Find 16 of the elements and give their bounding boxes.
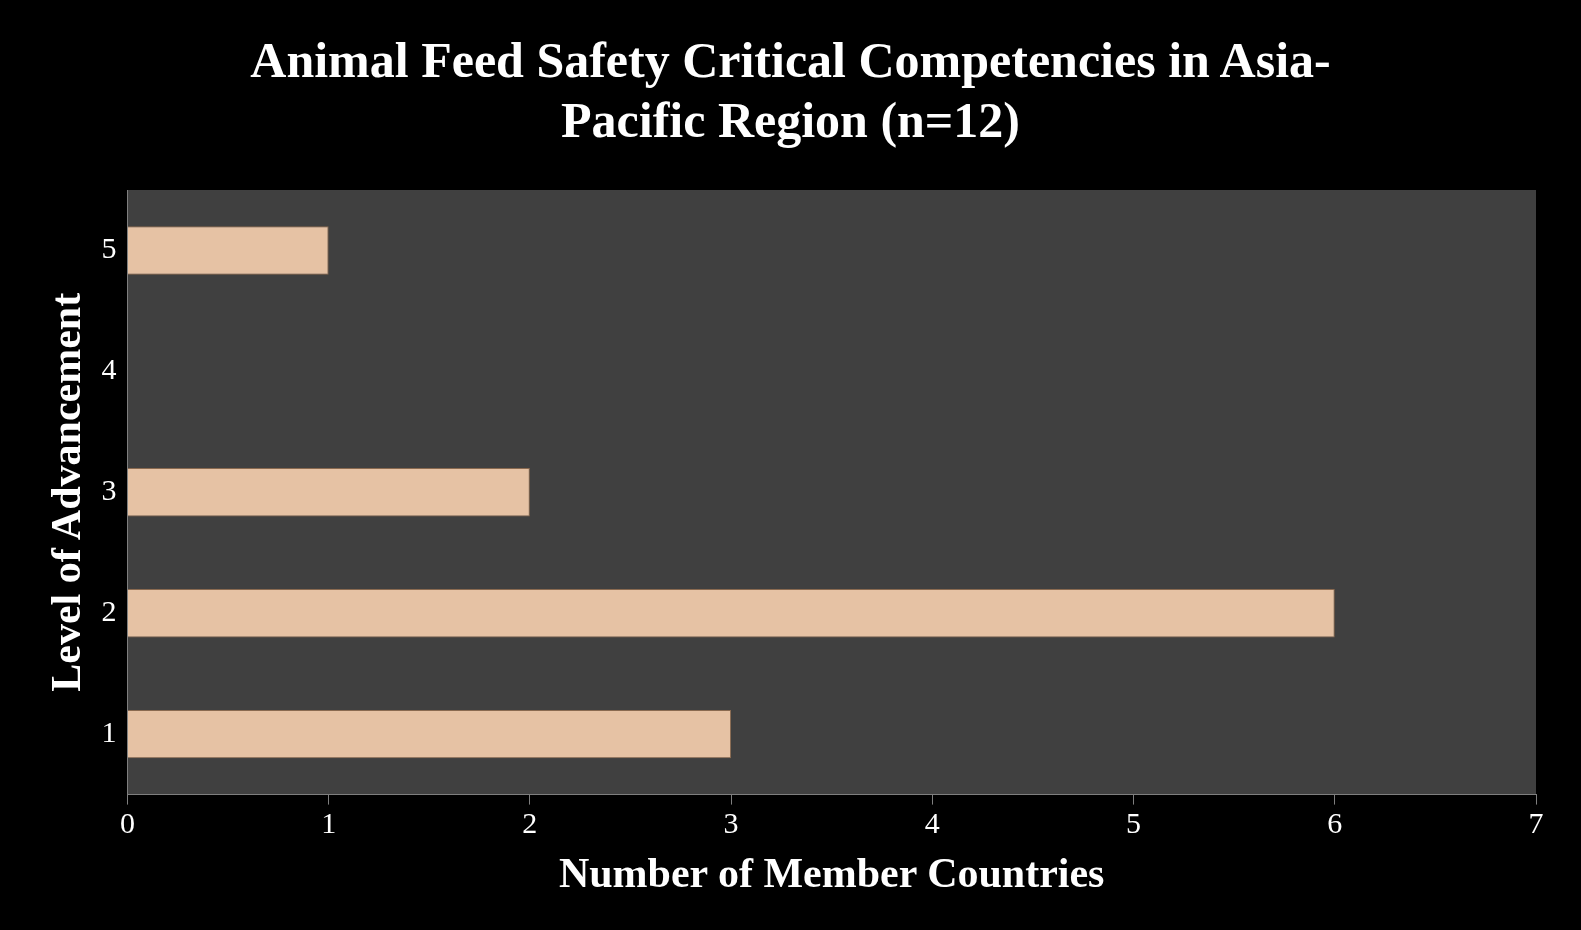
x-tick-label: 0 — [119, 806, 135, 840]
x-tick-label: 6 — [1327, 806, 1343, 840]
x-tick-label: 4 — [924, 806, 940, 840]
x-tick-label: 1 — [321, 806, 337, 840]
chart-title: Animal Feed Safety Critical Competencies in Asia-Pacific Region (n=12) — [249, 31, 1332, 150]
x-tick-label: 3 — [723, 806, 739, 840]
x-tick-label: 2 — [522, 806, 538, 840]
x-tick-label: 5 — [1126, 806, 1142, 840]
x-axis-title: Number of Member Countries — [558, 849, 1105, 896]
y-tick-label: 4 — [101, 352, 117, 386]
y-tick-label: 1 — [101, 715, 117, 749]
x-tick-label: 7 — [1528, 806, 1544, 840]
y-tick-label: 2 — [101, 594, 117, 628]
y-tick-label: 3 — [101, 473, 117, 507]
y-axis-title: Level of Advancement — [43, 292, 90, 692]
y-tick-label: 5 — [101, 231, 117, 265]
